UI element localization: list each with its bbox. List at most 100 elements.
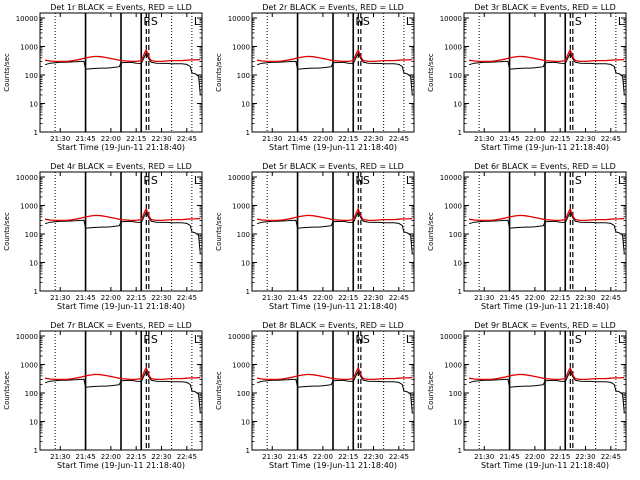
- panel-title: Det 6r BLACK = Events, RED = LLD: [474, 162, 616, 171]
- x-tick-label: 22:15: [126, 294, 146, 302]
- y-tick-label: 100: [237, 72, 250, 80]
- x-tick-label: 22:45: [601, 135, 621, 143]
- panel-9: Det 9r BLACK = Events, RED = LLD 1 10 100 10…: [427, 321, 627, 470]
- marker-letter: L: [618, 174, 625, 187]
- y-tick-label: 1000: [20, 203, 38, 211]
- series-events-line: [468, 51, 625, 95]
- series-events-line: [256, 369, 413, 413]
- y-tick-label: 1: [458, 288, 462, 296]
- y-axis-label: Counts/sec: [215, 53, 223, 92]
- x-tick-label: 21:30: [262, 294, 282, 302]
- panel-title: Det 8r BLACK = Events, RED = LLD: [262, 321, 404, 330]
- x-tick-label: 22:45: [177, 453, 197, 461]
- x-tick-label: 22:00: [313, 135, 333, 143]
- marker-letter: L: [618, 15, 625, 28]
- y-tick-label: 10000: [16, 333, 38, 341]
- series-events-line: [44, 51, 201, 95]
- series-events-line: [44, 369, 201, 413]
- marker-letter: S: [575, 15, 582, 28]
- y-axis-label: Counts/sec: [427, 53, 435, 92]
- x-tick-label: 22:45: [601, 453, 621, 461]
- y-tick-label: 1: [34, 288, 38, 296]
- y-tick-label: 1000: [444, 362, 462, 370]
- x-tick-label: 21:30: [50, 453, 70, 461]
- x-tick-label: 21:30: [50, 294, 70, 302]
- marker-letter: L: [406, 15, 413, 28]
- y-axis-label: Counts/sec: [3, 371, 11, 410]
- x-tick-label: 22:00: [525, 453, 545, 461]
- series-events-line: [468, 210, 625, 254]
- y-tick-label: 10: [29, 101, 38, 109]
- x-tick-label: 22:30: [363, 453, 383, 461]
- x-tick-label: 22:00: [313, 453, 333, 461]
- x-tick-label: 22:45: [601, 294, 621, 302]
- y-tick-label: 1: [34, 447, 38, 455]
- y-tick-label: 10: [241, 101, 250, 109]
- y-tick-label: 10000: [440, 333, 462, 341]
- x-tick-label: 21:45: [75, 135, 95, 143]
- panel-title: Det 9r BLACK = Events, RED = LLD: [474, 321, 616, 330]
- x-tick-label: 22:30: [575, 135, 595, 143]
- series-lld-line: [44, 366, 201, 381]
- y-tick-label: 10: [241, 419, 250, 427]
- y-tick-label: 1000: [20, 44, 38, 52]
- marker-letter: N: [355, 15, 363, 28]
- y-tick-label: 1000: [444, 44, 462, 52]
- series-lld-line: [468, 207, 625, 222]
- marker-letter: P: [143, 174, 150, 187]
- marker-letter: P: [143, 333, 150, 346]
- y-tick-label: 100: [25, 390, 38, 398]
- panel-title: Det 3r BLACK = Events, RED = LLD: [474, 3, 616, 12]
- y-tick-label: 10: [29, 260, 38, 268]
- x-tick-label: 21:30: [474, 294, 494, 302]
- panel-title: Det 2r BLACK = Events, RED = LLD: [262, 3, 404, 12]
- y-tick-label: 1000: [444, 203, 462, 211]
- marker-letter: L: [618, 333, 625, 346]
- y-tick-label: 100: [449, 72, 462, 80]
- marker-letter: S: [575, 333, 582, 346]
- x-tick-label: 22:00: [101, 294, 121, 302]
- y-tick-label: 1: [458, 447, 462, 455]
- panel-4: Det 4r BLACK = Events, RED = LLD 1 10 100 10…: [3, 162, 203, 311]
- panel-2: Det 2r BLACK = Events, RED = LLD 1 10 100 10…: [215, 3, 415, 152]
- x-axis-label: Start Time (19-Jun-11 21:18:40): [481, 143, 609, 152]
- x-axis-label: Start Time (19-Jun-11 21:18:40): [57, 302, 185, 311]
- x-tick-label: 22:30: [575, 453, 595, 461]
- marker-letter: S: [151, 15, 158, 28]
- x-tick-label: 22:00: [525, 294, 545, 302]
- panel-title: Det 4r BLACK = Events, RED = LLD: [50, 162, 192, 171]
- y-tick-label: 1: [34, 129, 38, 137]
- series-lld-line: [256, 366, 413, 381]
- y-tick-label: 1: [246, 129, 250, 137]
- series-lld-line: [468, 366, 625, 381]
- x-tick-label: 22:15: [550, 453, 570, 461]
- x-tick-label: 21:45: [499, 135, 519, 143]
- y-tick-label: 100: [237, 390, 250, 398]
- panel-title: Det 5r BLACK = Events, RED = LLD: [262, 162, 404, 171]
- y-tick-label: 100: [25, 72, 38, 80]
- y-axis-label: Counts/sec: [3, 212, 11, 251]
- x-tick-label: 21:45: [287, 294, 307, 302]
- marker-letter: P: [143, 15, 150, 28]
- y-tick-label: 100: [449, 231, 462, 239]
- x-tick-label: 22:30: [363, 294, 383, 302]
- panel-title: Det 1r BLACK = Events, RED = LLD: [50, 3, 192, 12]
- y-tick-label: 100: [25, 231, 38, 239]
- panel-1: Det 1r BLACK = Events, RED = LLD 1 10 100 10…: [3, 3, 203, 152]
- x-tick-label: 22:00: [313, 294, 333, 302]
- panel-5: Det 5r BLACK = Events, RED = LLD 1 10 100 10…: [215, 162, 415, 311]
- marker-letter: N: [355, 174, 363, 187]
- x-tick-label: 21:30: [50, 135, 70, 143]
- x-tick-label: 21:30: [262, 453, 282, 461]
- marker-letter: S: [151, 333, 158, 346]
- x-tick-label: 22:30: [151, 453, 171, 461]
- x-axis-label: Start Time (19-Jun-11 21:18:40): [57, 461, 185, 470]
- y-tick-label: 1000: [232, 362, 250, 370]
- y-tick-label: 1000: [232, 203, 250, 211]
- marker-letter: S: [363, 174, 370, 187]
- x-tick-label: 21:45: [287, 135, 307, 143]
- marker-letter: N: [355, 333, 363, 346]
- x-tick-label: 22:45: [389, 453, 409, 461]
- y-axis-label: Counts/sec: [427, 212, 435, 251]
